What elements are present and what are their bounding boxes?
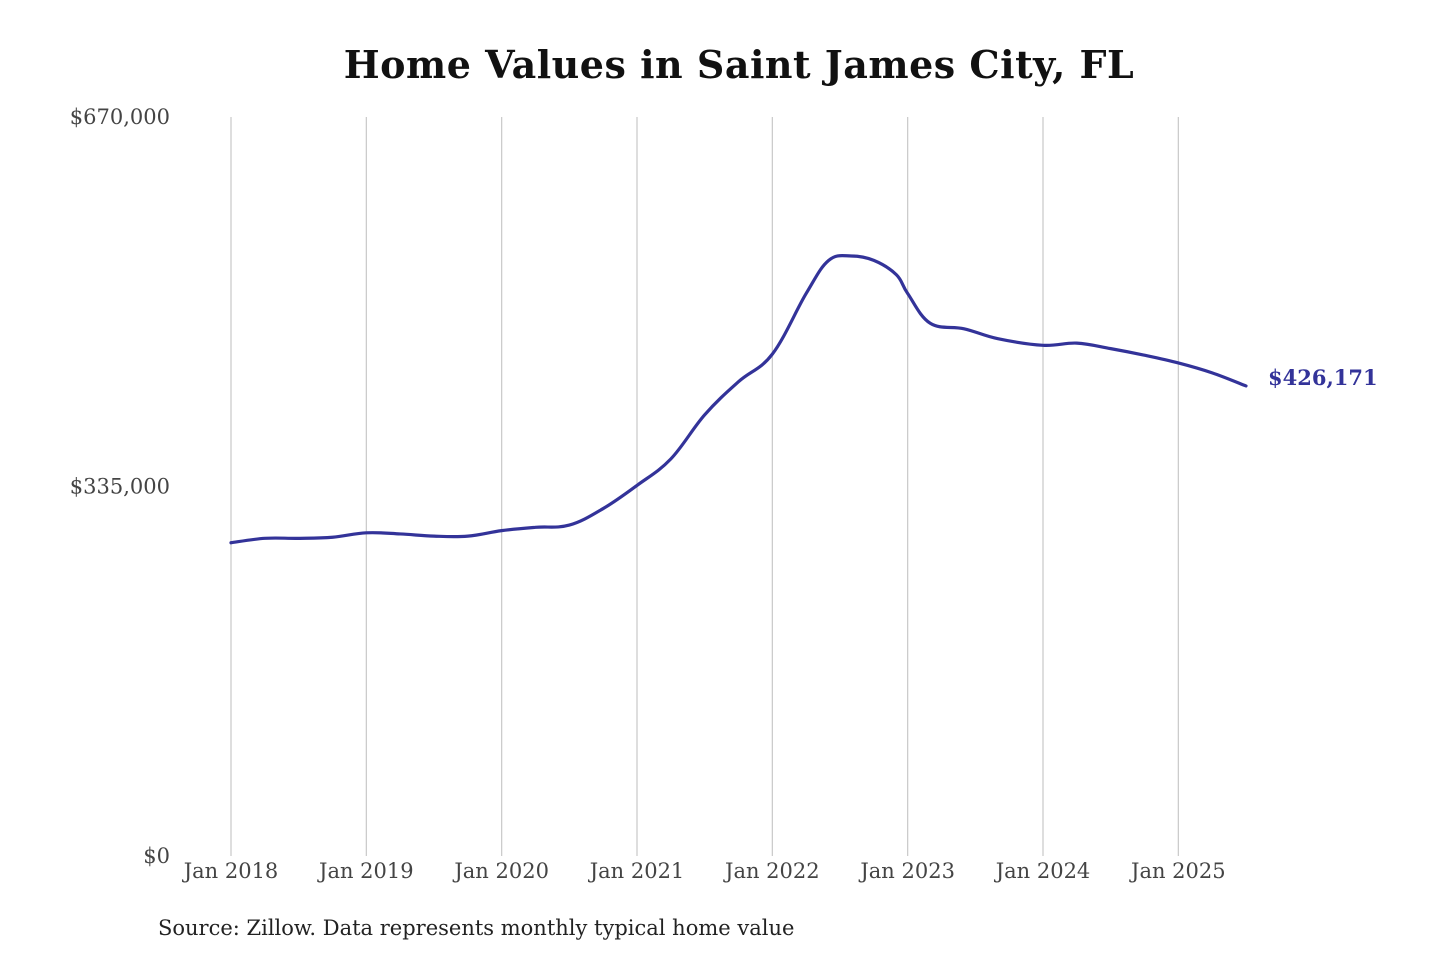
y-tick-label: $335,000 [70,475,170,499]
source-note: Source: Zillow. Data represents monthly … [158,916,795,940]
x-tick-label: Jan 2020 [452,859,549,883]
x-tick-label: Jan 2021 [588,859,685,883]
gridlines [230,117,1179,856]
home-value-series-line [229,253,1248,545]
y-tick-label: $670,000 [70,105,170,129]
end-value-label-group: $426,171 [1268,365,1378,390]
end-value-label: $426,171 [1268,365,1378,390]
x-tick-label: Jan 2018 [182,859,279,883]
series-line-group [229,253,1248,545]
x-tick-label: Jan 2025 [1129,859,1226,883]
x-axis-tick-labels: Jan 2018 Jan 2019 Jan 2020 Jan 2021 Jan 2022… [182,859,1226,883]
x-tick-label: Jan 2019 [317,859,414,883]
x-tick-label: Jan 2024 [994,859,1091,883]
y-axis-tick-labels: $0 $335,000 $670,000 [70,105,170,868]
x-tick-label: Jan 2022 [723,859,820,883]
y-tick-label: $0 [143,844,170,868]
x-tick-label: Jan 2023 [858,859,955,883]
chart-title: Home Values in Saint James City, FL [343,42,1135,87]
